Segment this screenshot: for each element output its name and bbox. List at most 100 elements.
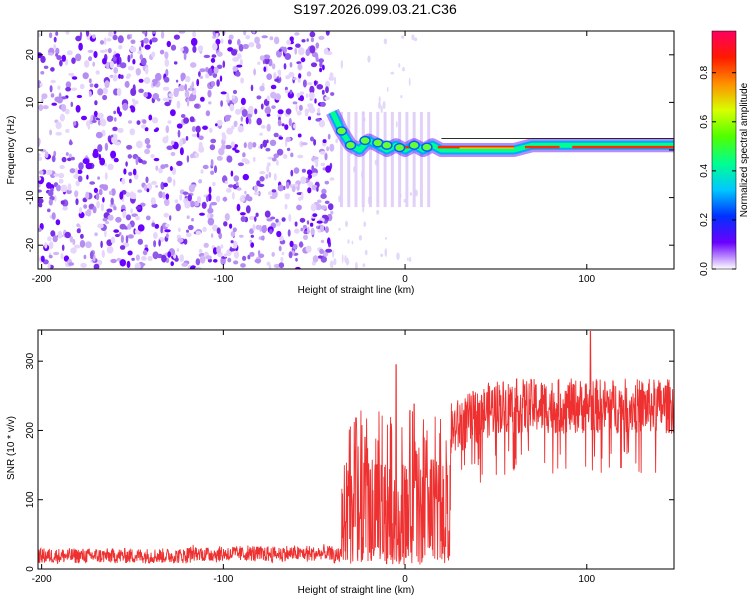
snr-xtick-label: -100 <box>213 574 233 585</box>
noise-speckle <box>273 72 277 80</box>
noise-speckle <box>57 85 61 90</box>
noise-speckle <box>112 74 118 82</box>
noise-speckle <box>147 255 153 262</box>
noise-speckle <box>243 142 247 149</box>
noise-speckle <box>311 184 318 191</box>
noise-speckle <box>216 155 223 161</box>
noise-speckle <box>261 35 268 39</box>
noise-speckle <box>312 255 319 263</box>
transition-streak <box>369 111 373 208</box>
noise-speckle <box>296 204 302 211</box>
noise-speckle <box>321 214 329 219</box>
noise-speckle <box>118 111 122 117</box>
noise-speckle <box>210 233 214 238</box>
noise-speckle <box>53 44 57 50</box>
signal-blob <box>359 135 371 146</box>
noise-speckle <box>186 98 190 107</box>
noise-speckle <box>278 245 282 252</box>
noise-speckle <box>236 203 241 212</box>
noise-speckle <box>75 105 81 113</box>
noise-speckle <box>315 42 320 49</box>
noise-speckle <box>141 42 144 48</box>
noise-speckle <box>148 114 153 121</box>
transition-streak <box>412 111 416 208</box>
noise-speckle <box>266 113 271 117</box>
noise-speckle <box>78 42 83 51</box>
colorbar: 0.0 0.2 0.4 0.6 0.8 Normalized spectral ampl… <box>699 30 750 276</box>
noise-speckle-faint <box>363 221 367 227</box>
noise-speckle <box>284 193 291 199</box>
noise-speckle <box>97 176 100 180</box>
noise-speckle <box>80 262 87 268</box>
noise-speckle <box>245 205 251 214</box>
noise-speckle <box>135 68 141 76</box>
noise-speckle <box>213 66 219 74</box>
noise-speckle <box>101 249 105 258</box>
noise-speckle <box>134 262 141 269</box>
noise-speckle <box>93 263 100 269</box>
noise-speckle <box>325 31 330 36</box>
noise-speckle <box>143 37 149 44</box>
noise-speckle <box>82 158 90 165</box>
noise-speckle <box>93 115 96 123</box>
noise-speckle <box>175 203 181 212</box>
noise-speckle <box>198 248 203 254</box>
noise-speckle <box>268 264 272 269</box>
noise-speckle <box>287 229 291 237</box>
spectrogram-xlabel: Height of straight line (km) <box>298 285 415 296</box>
noise-speckle <box>104 229 107 238</box>
noise-speckle <box>196 78 200 87</box>
noise-speckle <box>47 236 52 242</box>
noise-speckle <box>296 61 302 65</box>
noise-speckle <box>166 145 173 151</box>
noise-speckle <box>289 240 294 248</box>
noise-speckle <box>107 214 114 221</box>
noise-speckle <box>210 81 216 87</box>
noise-speckle <box>232 147 237 151</box>
noise-speckle <box>176 160 183 166</box>
noise-speckle <box>65 81 72 89</box>
noise-speckle <box>132 58 136 65</box>
noise-speckle <box>138 46 142 53</box>
noise-speckle <box>124 80 130 88</box>
noise-speckle <box>60 200 65 205</box>
noise-speckle <box>187 224 194 231</box>
noise-speckle <box>51 155 56 163</box>
noise-speckle <box>309 222 314 227</box>
noise-speckle <box>230 231 236 237</box>
noise-speckle <box>177 237 184 243</box>
noise-speckle <box>123 168 127 175</box>
noise-speckle <box>93 51 98 58</box>
signal-blob <box>344 140 357 150</box>
noise-speckle <box>102 87 108 95</box>
snr-ytick-label: 100 <box>25 491 36 508</box>
noise-speckle <box>267 156 274 160</box>
noise-speckle <box>48 254 53 259</box>
noise-speckle <box>271 189 277 193</box>
noise-speckle <box>110 197 114 205</box>
noise-speckle <box>209 127 213 133</box>
noise-speckle <box>305 48 311 57</box>
noise-speckle <box>226 155 233 163</box>
noise-speckle <box>191 218 194 222</box>
noise-speckle <box>49 129 52 136</box>
noise-speckle <box>213 165 218 174</box>
noise-speckle <box>294 228 300 234</box>
noise-speckle-faint <box>347 239 350 244</box>
noise-speckle <box>144 44 151 50</box>
noise-speckle <box>207 89 212 98</box>
noise-speckle <box>246 113 253 119</box>
transition-streak <box>347 111 351 208</box>
noise-speckle <box>231 49 238 56</box>
noise-speckle <box>265 173 269 180</box>
noise-speckle <box>104 142 109 151</box>
noise-speckle <box>44 151 49 159</box>
noise-speckle <box>273 173 277 181</box>
noise-speckle <box>140 124 147 129</box>
noise-speckle <box>65 86 71 92</box>
noise-speckle <box>162 97 169 102</box>
noise-speckle <box>260 125 266 129</box>
noise-speckle <box>324 226 329 234</box>
transition-streak <box>419 111 423 208</box>
